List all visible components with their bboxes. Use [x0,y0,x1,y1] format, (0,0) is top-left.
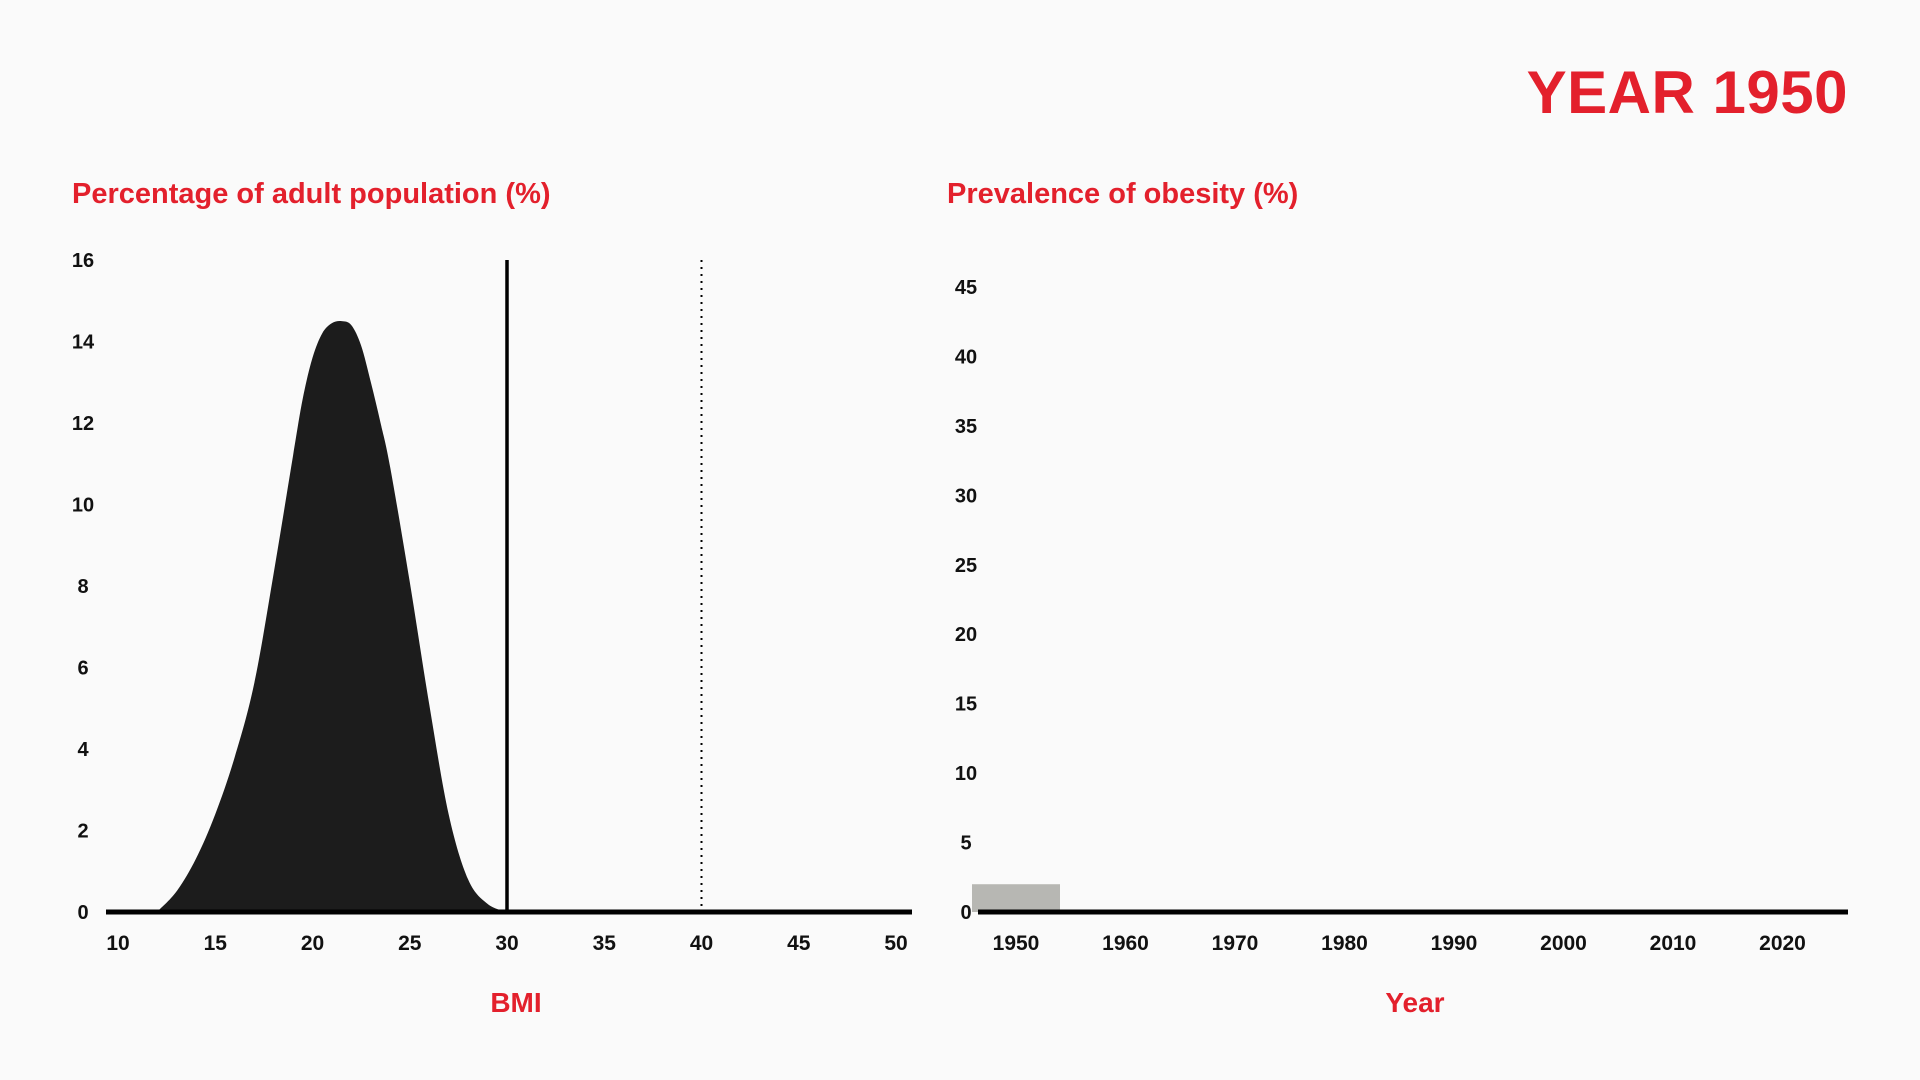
prevalence-y-tick-label: 10 [955,763,977,785]
year-x-tick-label: 1990 [1431,932,1478,955]
bmi-x-tick-label: 10 [106,932,129,955]
year-x-tick-label: 2020 [1759,932,1806,955]
bmi-x-tick-label: 15 [204,932,228,955]
bmi-x-tick-label: 25 [398,932,422,955]
prevalence-y-tick-label: 45 [955,277,977,299]
percent-y-tick-label: 8 [77,576,88,598]
prevalence-y-tick-label: 30 [955,485,977,507]
bmi-x-tick-label: 50 [884,932,907,955]
prevalence-y-tick-label: 35 [955,416,977,438]
obesity-chart-title: Prevalence of obesity (%) [947,178,1299,210]
percent-y-tick-label: 0 [77,902,88,924]
bmi-x-tick-label: 40 [690,932,713,955]
prevalence-y-tick-label: 0 [960,902,971,924]
year-x-tick-label: 2010 [1650,932,1697,955]
percent-y-tick-label: 14 [72,332,95,354]
prevalence-y-tick-label: 20 [955,624,977,646]
percent-y-tick-label: 16 [72,250,94,272]
percent-y-tick-label: 2 [77,821,88,843]
percent-y-tick-label: 4 [77,739,89,761]
year-x-tick-label: 1960 [1102,932,1149,955]
bmi-chart-title: Percentage of adult population (%) [72,178,551,210]
year-x-tick-label: 1950 [993,932,1040,955]
prevalence-y-tick-label: 15 [955,694,977,716]
percent-y-tick-label: 10 [72,495,94,517]
prevalence-y-tick-label: 40 [955,346,977,368]
year-x-tick-label: 1970 [1212,932,1259,955]
bmi-x-tick-label: 20 [301,932,324,955]
prevalence-y-tick-label: 5 [960,833,971,855]
year-title: YEAR 1950 [1526,59,1848,126]
bmi-x-tick-label: 45 [787,932,811,955]
year-x-tick-label: 2000 [1540,932,1587,955]
bmi-x-tick-label: 35 [593,932,617,955]
obesity-bar-1950 [972,884,1060,912]
bmi-x-axis-label: BMI [490,987,541,1018]
year-x-tick-label: 1980 [1321,932,1368,955]
percent-y-tick-label: 6 [77,658,88,680]
year-x-axis-label: Year [1385,987,1444,1018]
prevalence-y-tick-label: 25 [955,555,977,577]
percent-y-tick-label: 12 [72,413,94,435]
bmi-x-tick-label: 30 [495,932,518,955]
bmi-distribution-area [156,321,507,913]
